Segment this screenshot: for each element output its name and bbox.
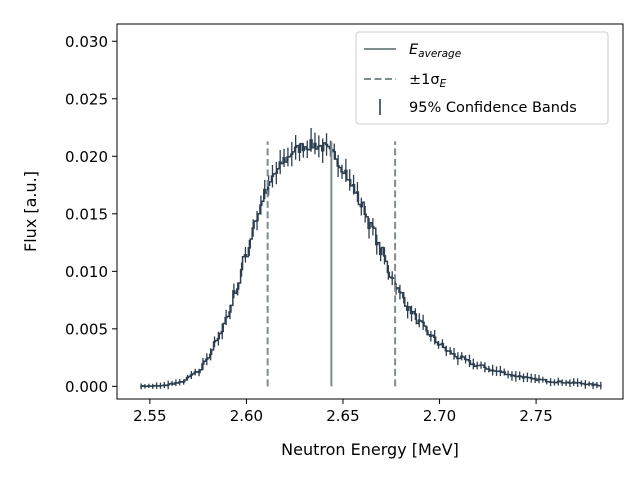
legend: Eaverage ±1σE 95% Confidence Bands bbox=[355, 31, 609, 125]
x-tick-label: 2.75 bbox=[519, 407, 552, 425]
y-tick-label: 0.015 bbox=[65, 205, 108, 223]
reference-lines bbox=[266, 141, 397, 387]
legend-box bbox=[355, 31, 609, 125]
spectrum-series bbox=[140, 139, 602, 388]
x-tick-label: 2.70 bbox=[423, 407, 456, 425]
legend-label: ±1σE bbox=[409, 72, 447, 90]
x-tick-label: 2.65 bbox=[326, 407, 359, 425]
y-tick-label: 0.010 bbox=[65, 263, 108, 281]
y-tick-label: 0.005 bbox=[65, 320, 108, 338]
axes: 2.55 2.60 2.65 2.70 2.75 0.000 0.005 0.010 0.015… bbox=[65, 23, 624, 425]
confidence-bands bbox=[140, 128, 602, 390]
spectrum-line bbox=[140, 139, 602, 388]
y-tick-label: 0.020 bbox=[65, 148, 108, 166]
plot-frame bbox=[116, 23, 624, 400]
x-tick-label: 2.60 bbox=[230, 407, 263, 425]
y-axis-label: Flux [a.u.] bbox=[21, 171, 40, 252]
y-tick-label: 0.000 bbox=[65, 378, 108, 396]
y-tick-label: 0.025 bbox=[65, 90, 108, 108]
y-tick-label: 0.030 bbox=[65, 33, 108, 51]
x-axis-label: Neutron Energy [MeV] bbox=[281, 440, 459, 459]
legend-label: 95% Confidence Bands bbox=[409, 100, 577, 116]
x-tick-label: 2.55 bbox=[133, 407, 166, 425]
legend-label: Eaverage bbox=[409, 42, 461, 60]
